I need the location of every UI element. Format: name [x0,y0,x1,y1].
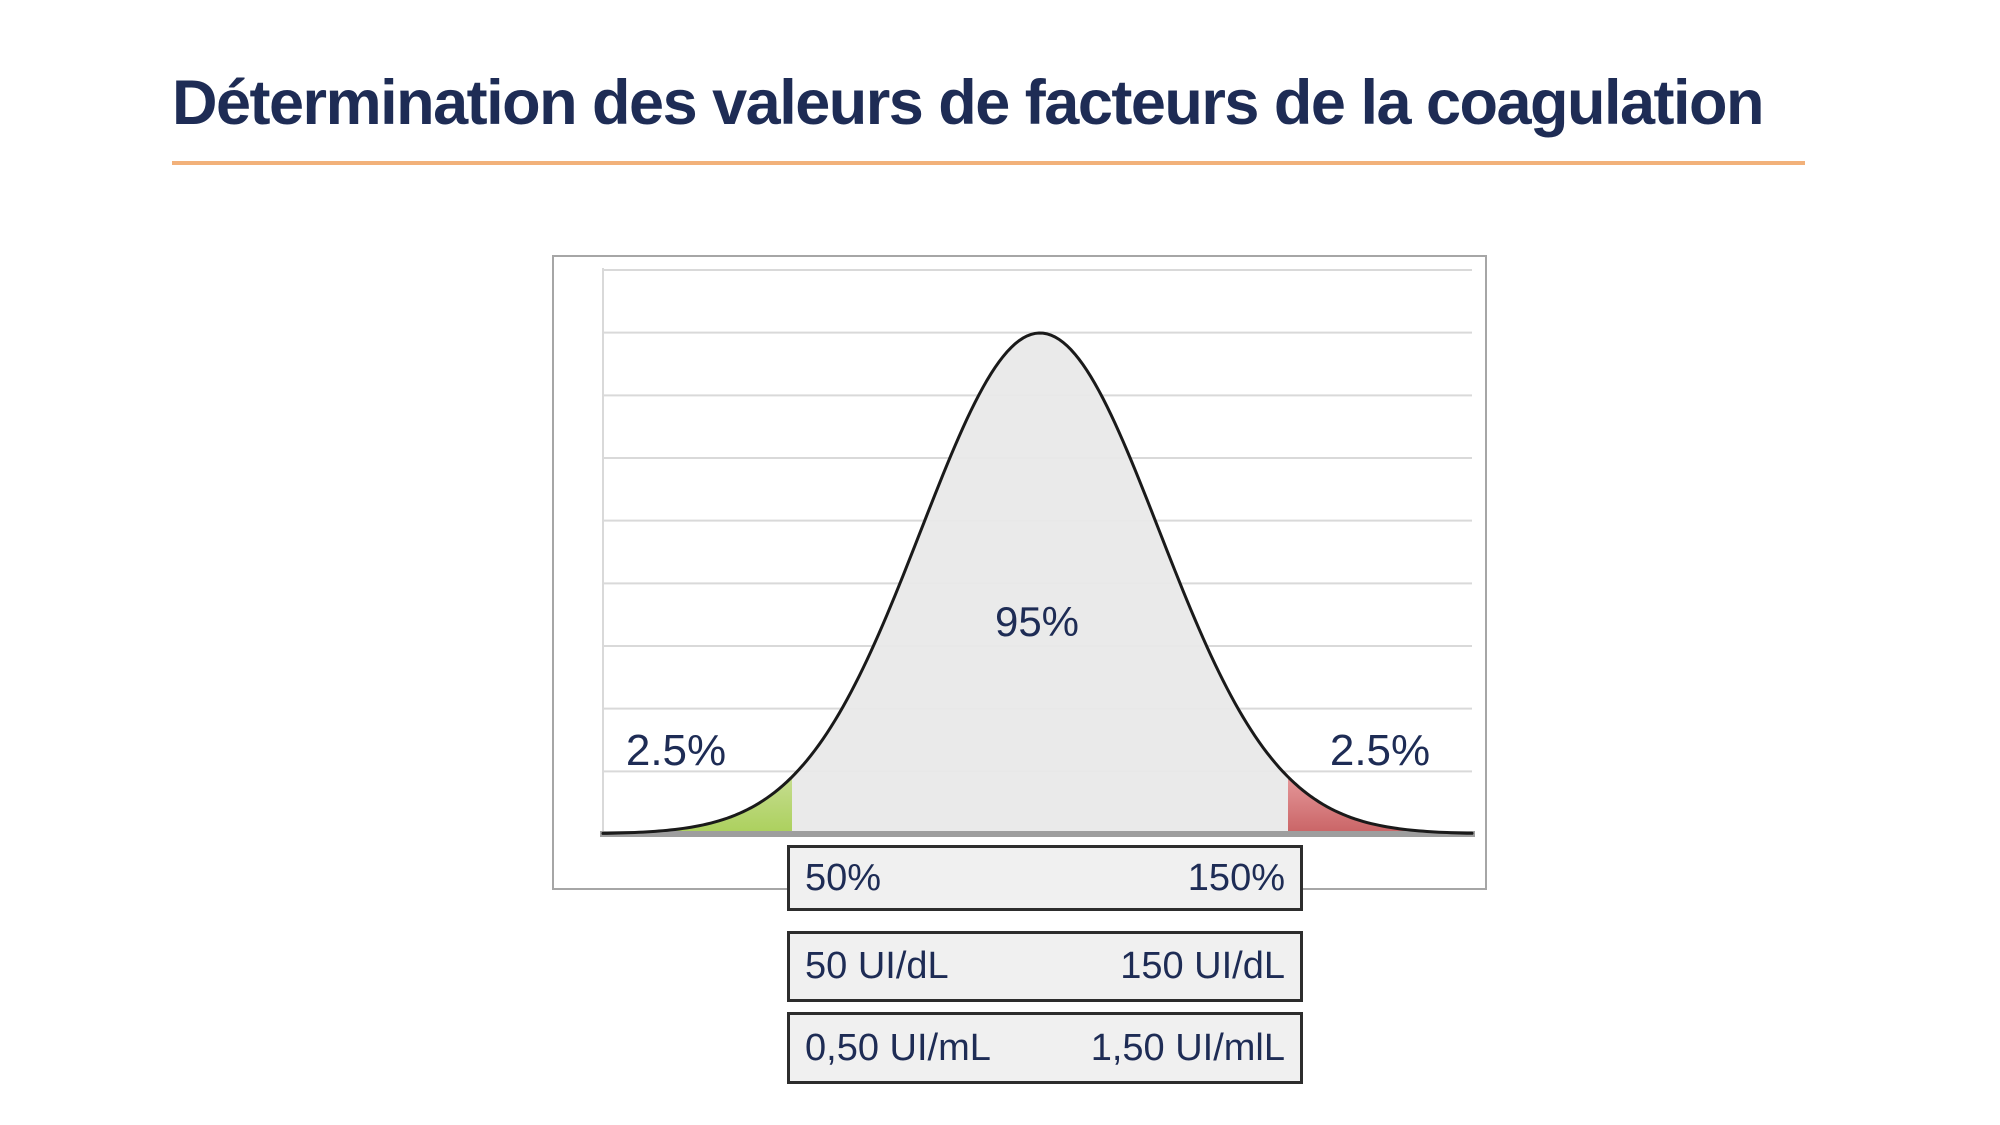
title-underline [172,161,1805,165]
central-area-label: 95% [994,598,1080,645]
right-tail-label: 2.5% [1329,726,1431,775]
cutoff-box-ui-dl: 50 UI/dL 150 UI/dL [787,931,1303,1002]
upper-cutoff-percent: 150% [1187,856,1285,899]
lower-cutoff-ui-ml: 0,50 UI/mL [805,1026,991,1069]
lower-cutoff-ui-dl: 50 UI/dL [805,945,949,987]
distribution-chart: 2.5% 95% 2.5% [552,255,1487,890]
cutoff-box-ui-ml: 0,50 UI/mL 1,50 UI/mlL [787,1012,1303,1084]
cutoff-box-percent: 50% 150% [787,845,1303,911]
upper-cutoff-ui-ml: 1,50 UI/mlL [1090,1026,1285,1069]
lower-cutoff-percent: 50% [805,856,882,899]
upper-cutoff-ui-dl: 150 UI/dL [1120,945,1285,987]
page-title: Détermination des valeurs de facteurs de… [172,68,1765,138]
bell-curve-svg [600,268,1475,837]
left-tail-label: 2.5% [625,726,727,775]
